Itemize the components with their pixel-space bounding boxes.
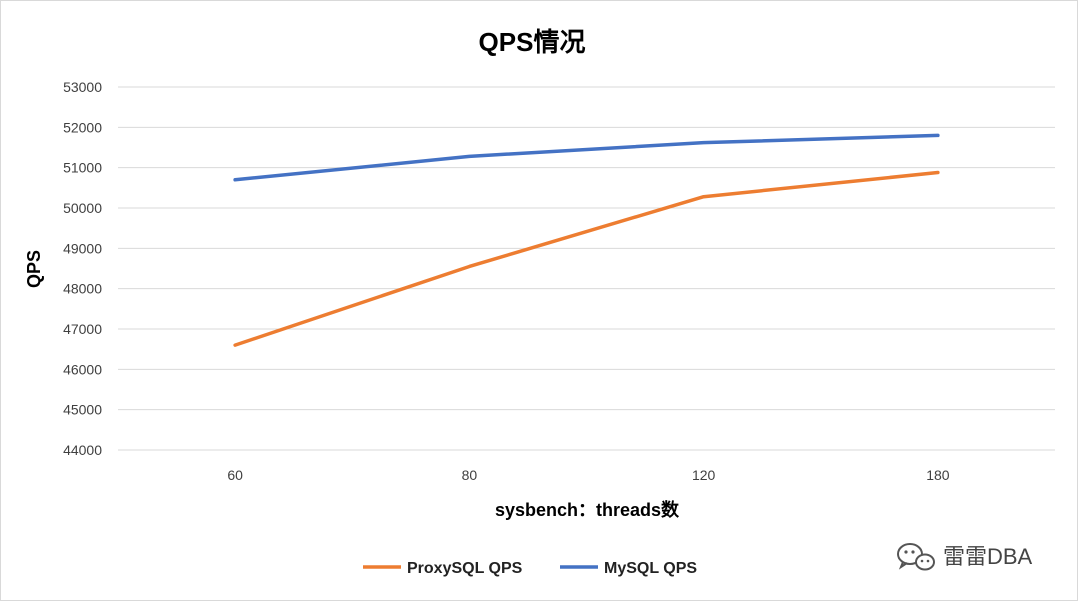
y-tick-label: 44000 (63, 442, 102, 458)
y-tick-label: 47000 (63, 321, 102, 337)
x-tick-label: 60 (227, 467, 243, 483)
wechat-icon (897, 543, 935, 571)
y-tick-label: 45000 (63, 402, 102, 418)
watermark: 雷雷DBA (897, 543, 1033, 571)
y-tick-label: 51000 (63, 160, 102, 176)
x-tick-label: 120 (692, 467, 716, 483)
y-tick-label: 46000 (63, 361, 102, 377)
series-line-mysql-qps (233, 133, 940, 182)
y-tick-label: 49000 (63, 240, 102, 256)
y-tick-label: 48000 (63, 281, 102, 297)
y-tick-label: 53000 (63, 79, 102, 95)
x-tick-label: 180 (926, 467, 950, 483)
legend-label: MySQL QPS (604, 560, 697, 577)
y-tick-label: 52000 (63, 119, 102, 135)
watermark-text: 雷雷DBA (943, 544, 1033, 569)
series-line-proxysql-qps (233, 170, 940, 347)
y-axis-ticks: 44000 45000 46000 47000 48000 49000 50000 51000… (63, 79, 102, 458)
x-axis-label: sysbench：threads数 (495, 499, 680, 520)
y-tick-label: 50000 (63, 200, 102, 216)
series-lines (233, 133, 940, 347)
x-tick-label: 80 (462, 467, 478, 483)
legend-label: ProxySQL QPS (407, 560, 523, 577)
y-axis-label: QPS (24, 250, 44, 288)
chart-title: QPS情况 (479, 27, 586, 57)
gridlines (118, 86, 1055, 451)
legend: ProxySQL QPS MySQL QPS (363, 560, 697, 577)
x-axis-ticks: 60 80 120 180 (227, 467, 949, 483)
